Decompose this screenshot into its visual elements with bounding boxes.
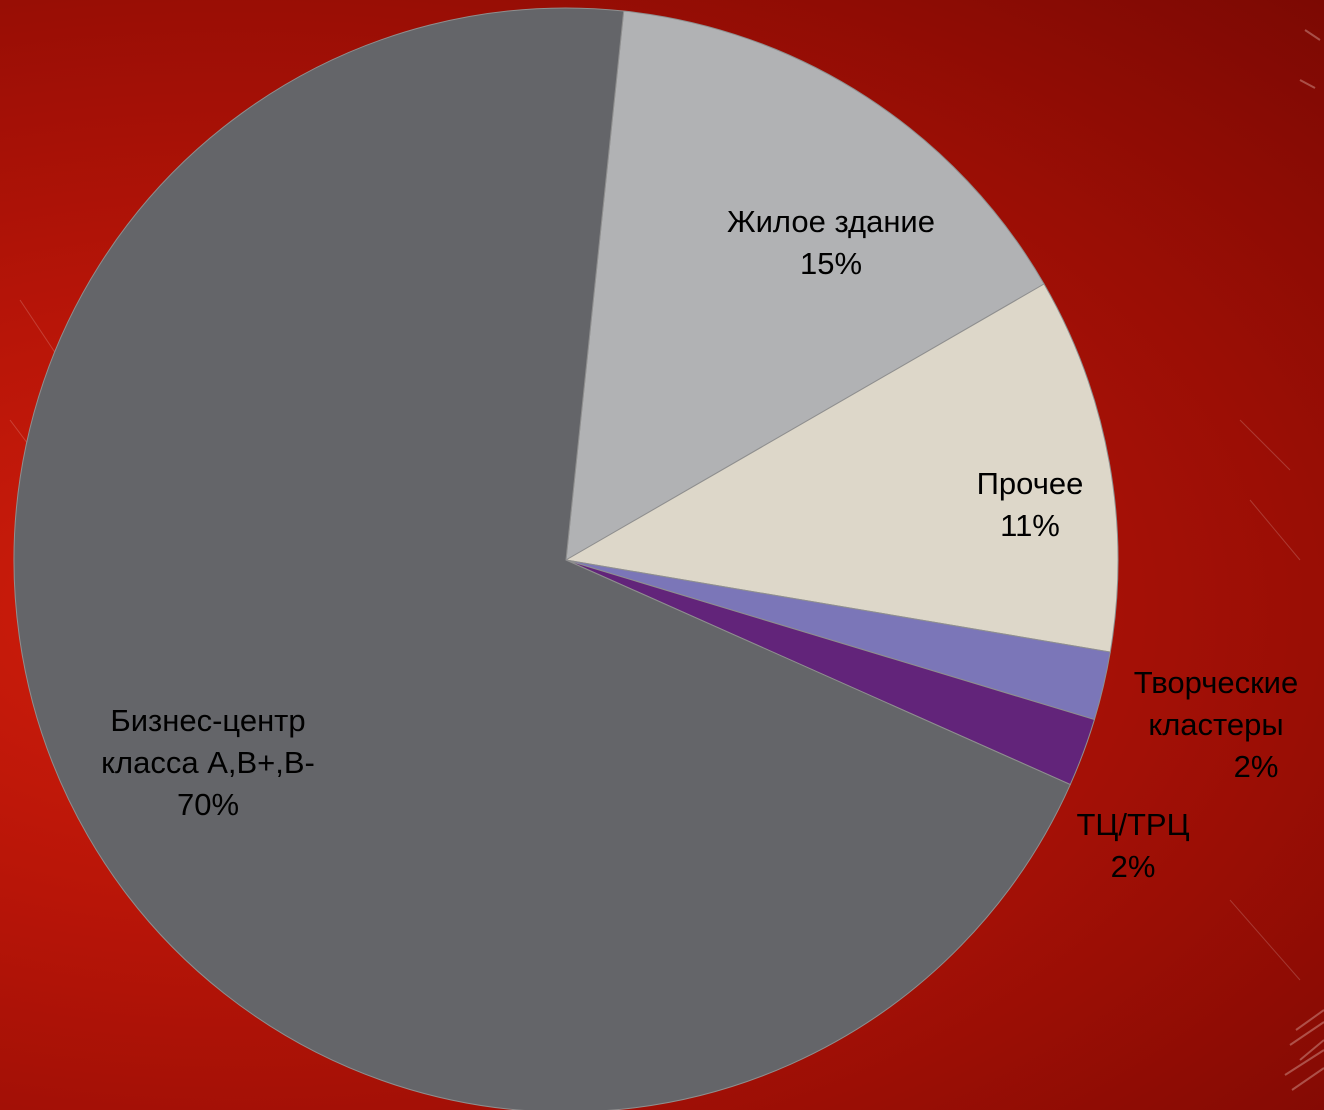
slice-label-business-value: 70%	[176, 787, 240, 822]
slice-label-business-name-2: класса А,В+,В-	[101, 745, 315, 780]
slice-label-other-name: Прочее	[976, 466, 1084, 501]
slice-label-creative-value: 2%	[1233, 749, 1279, 784]
slice-label-residential-value: 15%	[799, 246, 863, 281]
pie-slice-other	[564, 283, 1119, 653]
slice-label-mall-value: 2%	[1110, 849, 1156, 884]
slice-label-other: Прочее 11%	[945, 463, 1115, 547]
slice-label-mall: ТЦ/ТРЦ 2%	[1055, 804, 1211, 888]
slice-label-creative-name-1: Творческие	[1133, 665, 1299, 700]
pie-slice-business	[13, 7, 1071, 1110]
slice-label-mall-name: ТЦ/ТРЦ	[1076, 807, 1190, 842]
slice-label-residential-name: Жилое здание	[726, 204, 935, 239]
slice-label-creative-name-2: кластеры	[1148, 707, 1284, 742]
pie-slice-residential	[565, 10, 1045, 561]
slice-label-business-name-1: Бизнес-центр	[110, 703, 306, 738]
slice-label-business: Бизнес-центр класса А,В+,В- 70%	[60, 700, 356, 826]
slice-label-creative: Творческие кластеры 2%	[1110, 662, 1322, 788]
slice-label-other-value: 11%	[1000, 508, 1060, 543]
slice-label-residential: Жилое здание 15%	[700, 201, 962, 285]
